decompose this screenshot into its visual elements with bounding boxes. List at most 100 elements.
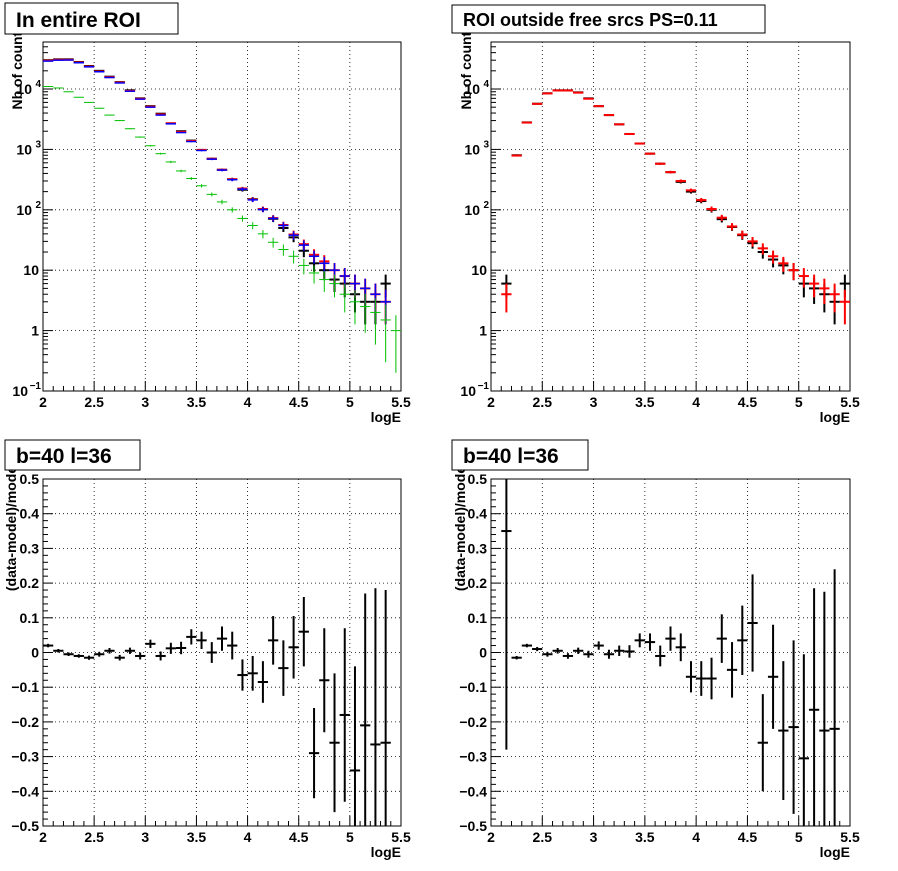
series-model <box>43 58 391 325</box>
x-tick-label: 5 <box>795 829 803 845</box>
y-axis-label: (data-model)/model <box>3 462 19 591</box>
x-tick-label: 3.5 <box>187 829 207 845</box>
y-tick-label: 1 <box>479 323 487 339</box>
y-tick-exponent: 4 <box>35 79 41 90</box>
y-tick-label: 10 <box>460 383 476 399</box>
y-tick-label: −0.5 <box>11 818 39 834</box>
y-tick-label: −0.1 <box>459 679 487 695</box>
chart-title: In entire ROI <box>16 9 141 32</box>
x-axis-label: logE <box>820 409 850 425</box>
y-axis <box>491 478 501 827</box>
x-tick-label: 5 <box>346 829 354 845</box>
y-tick-label: 10 <box>12 383 28 399</box>
x-tick-label: 3 <box>590 829 598 845</box>
y-tick-label: 1 <box>31 323 39 339</box>
y-tick-label: 0 <box>479 645 487 661</box>
y-tick-label: −0.5 <box>459 818 487 834</box>
x-tick-label: 2 <box>39 829 47 845</box>
y-tick-label: 10 <box>471 262 487 278</box>
x-tick-label: 5.5 <box>840 829 860 845</box>
plot-frame <box>490 478 851 827</box>
chart-title: b=40 l=36 <box>16 445 112 468</box>
x-tick-label: 4.5 <box>738 829 758 845</box>
x-tick-label: 5 <box>346 394 354 410</box>
x-tick-label: 4 <box>244 829 252 845</box>
y-tick-label: 0.1 <box>468 610 488 626</box>
y-tick-label: 10 <box>16 141 32 157</box>
y-tick-exponent: −1 <box>30 381 42 392</box>
y-tick-label: −0.2 <box>459 714 487 730</box>
title-frame <box>451 4 766 34</box>
y-tick-label: 0.5 <box>468 471 488 487</box>
plot-frame <box>42 41 402 392</box>
y-tick-exponent: 3 <box>35 139 41 150</box>
y-axis-label: (data-model)/model <box>452 462 468 591</box>
y-tick-label: 10 <box>16 202 32 218</box>
y-tick-label: 10 <box>23 262 39 278</box>
y-tick-exponent: 2 <box>483 200 489 211</box>
x-axis-label: logE <box>371 409 401 425</box>
x-tick-label: 5 <box>795 394 803 410</box>
y-tick-label: 0.3 <box>468 540 488 556</box>
y-tick-label: 10 <box>464 141 480 157</box>
chart-title-box: b=40 l=36 <box>451 439 589 471</box>
plot-frame <box>490 41 851 392</box>
y-tick-label: −0.4 <box>459 783 487 799</box>
y-tick-exponent: −1 <box>478 381 490 392</box>
chart-title: b=40 l=36 <box>463 445 559 468</box>
x-tick-label: 3 <box>141 829 149 845</box>
x-tick-label: 5.5 <box>840 394 860 410</box>
x-axis-label: logE <box>820 844 850 860</box>
chart-title-box: b=40 l=36 <box>4 439 141 471</box>
chart-title-box: ROI outside free srcs PS=0.11 <box>451 4 766 34</box>
x-tick-label: 2.5 <box>533 829 553 845</box>
y-tick-label: 0.2 <box>468 575 488 591</box>
x-tick-label: 3.5 <box>635 394 655 410</box>
series-data <box>501 89 850 325</box>
title-frame <box>4 439 141 471</box>
x-tick-label: 2.5 <box>84 394 104 410</box>
x-axis <box>490 816 851 826</box>
x-tick-label: 3 <box>590 394 598 410</box>
x-tick-label: 4 <box>692 394 700 410</box>
y-axis-label: Nb of counts <box>9 24 25 110</box>
y-tick-label: 0.5 <box>20 471 40 487</box>
series-ratio <box>501 479 840 826</box>
y-tick-label: −0.4 <box>11 783 39 799</box>
x-tick-label: 2 <box>487 829 495 845</box>
grid <box>43 479 401 826</box>
x-axis-label: logE <box>371 844 401 860</box>
grid <box>43 42 401 391</box>
y-tick-label: −0.2 <box>11 714 39 730</box>
x-tick-label: 2 <box>39 394 47 410</box>
y-tick-label: −0.1 <box>11 679 39 695</box>
y-tick-label: 0.3 <box>20 540 40 556</box>
title-frame <box>4 2 179 35</box>
y-tick-label: 0.4 <box>20 506 40 522</box>
series-green <box>43 86 401 373</box>
y-tick-label: 10 <box>464 202 480 218</box>
x-tick-label: 4.5 <box>289 394 309 410</box>
chart-title-box: In entire ROI <box>4 2 179 35</box>
y-axis <box>43 478 53 827</box>
x-tick-label: 3.5 <box>187 394 207 410</box>
x-tick-label: 2.5 <box>84 829 104 845</box>
title-frame <box>451 439 589 471</box>
y-tick-exponent: 3 <box>483 139 489 150</box>
series-ratio <box>43 588 391 826</box>
y-tick-exponent: 4 <box>483 79 489 90</box>
x-tick-label: 4 <box>244 394 252 410</box>
series-model <box>501 89 850 325</box>
y-tick-label: 0.2 <box>20 575 40 591</box>
x-tick-label: 3.5 <box>635 829 655 845</box>
x-tick-label: 4.5 <box>738 394 758 410</box>
x-tick-label: 2.5 <box>533 394 553 410</box>
y-tick-label: 10 <box>464 81 480 97</box>
y-tick-exponent: 2 <box>35 200 41 211</box>
grid <box>491 479 850 826</box>
y-axis <box>43 46 53 392</box>
chart-title: ROI outside free srcs PS=0.11 <box>463 10 718 30</box>
